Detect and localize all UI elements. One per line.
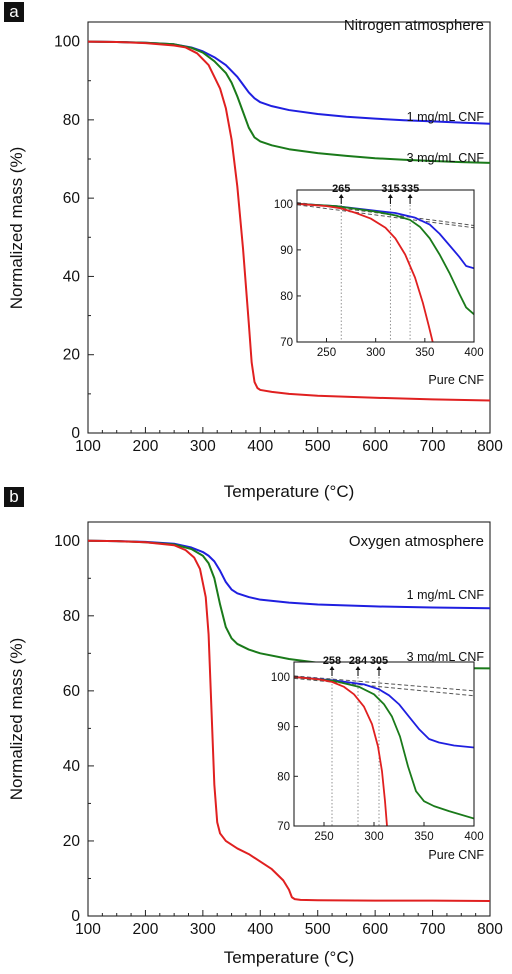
inset-y-tick-label: 70: [280, 337, 293, 349]
atmosphere-annotation: Nitrogen atmosphere: [344, 17, 484, 34]
y-tick-label: 100: [54, 533, 80, 550]
series-label: Pure CNF: [428, 373, 484, 387]
onset-temperature-label: 258: [323, 655, 341, 667]
inset-chart: 265 315 335 250 300 350 400 70 80 90 100: [274, 183, 484, 359]
baseline-extrapolation: [294, 677, 474, 697]
onset-arrow-head: [407, 194, 413, 198]
inset-frame: [296, 189, 475, 343]
x-tick-label: 700: [420, 438, 446, 455]
onset-arrow-head: [387, 194, 393, 198]
x-tick-label: 400: [247, 921, 273, 938]
y-tick-label: 80: [63, 112, 81, 129]
onset-arrow-head: [376, 666, 382, 670]
inset-y-tick-label: 80: [277, 771, 290, 783]
inset-x-tick-label: 250: [314, 831, 333, 843]
x-tick-label: 400: [247, 438, 273, 455]
x-tick-label: 300: [190, 438, 216, 455]
onset-temperature-label: 305: [370, 655, 388, 667]
chart-panel-b: b 100 200 300 400 500 600 700 800 0 20 40 60 80 100 Tem…: [4, 487, 503, 967]
inset-plot-area: [297, 198, 474, 342]
series-line-2: [87, 40, 491, 402]
inset-x-tick-label: 400: [464, 347, 483, 359]
panel-letter: b: [9, 487, 18, 506]
x-tick-label: 800: [477, 438, 503, 455]
inset-chart: 258 284 305 250 300 350 400 70 80 90 100: [271, 655, 484, 843]
series-line-2: [87, 539, 491, 902]
onset-arrow-head: [329, 666, 335, 670]
inset-series-line-1: [294, 676, 474, 820]
series-label: Pure CNF: [428, 848, 484, 862]
y-axis-title: Normalized mass (%): [7, 638, 26, 800]
onset-temperature-label: 265: [332, 183, 350, 195]
inset-x-tick-label: 300: [366, 347, 385, 359]
inset-y-tick-label: 80: [280, 291, 293, 303]
inset-series-line-0: [294, 676, 474, 749]
x-tick-label: 100: [75, 438, 101, 455]
series-label: 1 mg/mL CNF: [407, 588, 485, 602]
x-tick-label: 700: [420, 921, 446, 938]
atmosphere-annotation: Oxygen atmosphere: [349, 533, 484, 550]
y-tick-label: 40: [63, 758, 81, 775]
inset-background: [297, 190, 474, 342]
series-label: 3 mg/mL CNF: [407, 151, 485, 165]
series-line-1: [87, 40, 491, 164]
inset-x-tick-label: 400: [464, 831, 483, 843]
onset-arrow-head: [355, 666, 361, 670]
y-tick-label: 20: [63, 347, 81, 364]
inset-series-line-1: [297, 202, 474, 316]
inset-y-tick-label: 70: [277, 821, 290, 833]
onset-temperature-label: 335: [401, 183, 419, 195]
chart-panel-a: a 100 200 300 400 500 600 700 800 0 20 40 60 80 100 Tem…: [4, 2, 503, 501]
inset-plot-area: [294, 670, 474, 826]
y-tick-label: 100: [54, 34, 80, 51]
onset-temperature-label: 284: [349, 655, 368, 667]
onset-arrow-head: [338, 194, 344, 198]
x-tick-label: 600: [362, 921, 388, 938]
baseline-extrapolation: [294, 675, 474, 692]
x-tick-label: 200: [132, 921, 158, 938]
x-axis-title: Temperature (°C): [224, 482, 355, 501]
x-tick-label: 500: [305, 438, 331, 455]
y-axis-title: Normalized mass (%): [7, 147, 26, 309]
series-label: 1 mg/mL CNF: [407, 110, 485, 124]
x-tick-label: 300: [190, 921, 216, 938]
series-label: 3 mg/mL CNF: [407, 650, 485, 664]
x-tick-label: 800: [477, 921, 503, 938]
y-tick-label: 60: [63, 683, 81, 700]
inset-x-tick-label: 350: [415, 347, 434, 359]
inset-x-tick-label: 250: [317, 347, 336, 359]
y-tick-label: 20: [63, 833, 81, 850]
inset-y-tick-label: 90: [280, 245, 293, 257]
inset-x-tick-label: 350: [414, 831, 433, 843]
y-tick-label: 40: [63, 268, 81, 285]
x-tick-label: 600: [362, 438, 388, 455]
onset-temperature-label: 315: [381, 183, 399, 195]
x-tick-label: 200: [132, 438, 158, 455]
x-axis-title: Temperature (°C): [224, 948, 355, 967]
baseline-extrapolation: [297, 204, 474, 229]
y-tick-label: 0: [71, 425, 80, 442]
inset-x-tick-label: 300: [364, 831, 383, 843]
y-tick-label: 60: [63, 190, 81, 207]
inset-series-line-2: [294, 676, 388, 826]
inset-y-tick-label: 90: [277, 722, 290, 734]
x-tick-label: 100: [75, 921, 101, 938]
inset-frame: [293, 661, 475, 827]
y-tick-label: 80: [63, 608, 81, 625]
y-tick-label: 0: [71, 908, 80, 925]
inset-series-line-2: [297, 202, 434, 342]
inset-y-tick-label: 100: [274, 199, 293, 211]
panel-letter-badge: [4, 2, 24, 22]
inset-y-tick-label: 100: [271, 672, 290, 684]
x-tick-label: 500: [305, 921, 331, 938]
panel-letter: a: [9, 2, 19, 21]
panel-letter-badge: [4, 487, 24, 507]
